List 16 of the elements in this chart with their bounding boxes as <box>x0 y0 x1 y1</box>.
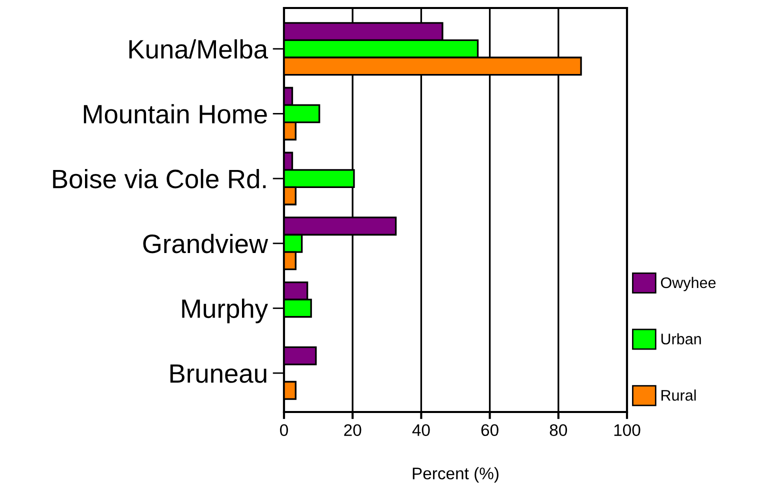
y-tick-label: Grandview <box>143 234 268 254</box>
x-tick-label: 20 <box>344 424 362 436</box>
x-tick-label: 100 <box>614 424 640 436</box>
x-tick-label: 60 <box>481 424 498 436</box>
x-axis-title: Percent (%) <box>412 467 498 483</box>
x-tick-label: 80 <box>550 424 568 436</box>
y-tick-label: Murphy <box>182 298 268 324</box>
legend-label: Owyhee <box>660 276 716 292</box>
legend-label: Urban <box>661 333 701 344</box>
y-tick-label: Boise via Cole Rd. <box>53 168 266 188</box>
y-tick-label: Mountain Home <box>84 104 267 124</box>
y-tick-label: Kuna/Melba <box>129 39 268 59</box>
x-tick-label: 0 <box>280 424 288 436</box>
x-tick-label: 40 <box>412 424 430 436</box>
y-tick-label: Bruneau <box>170 364 266 383</box>
legend-label: Rural <box>661 390 696 401</box>
